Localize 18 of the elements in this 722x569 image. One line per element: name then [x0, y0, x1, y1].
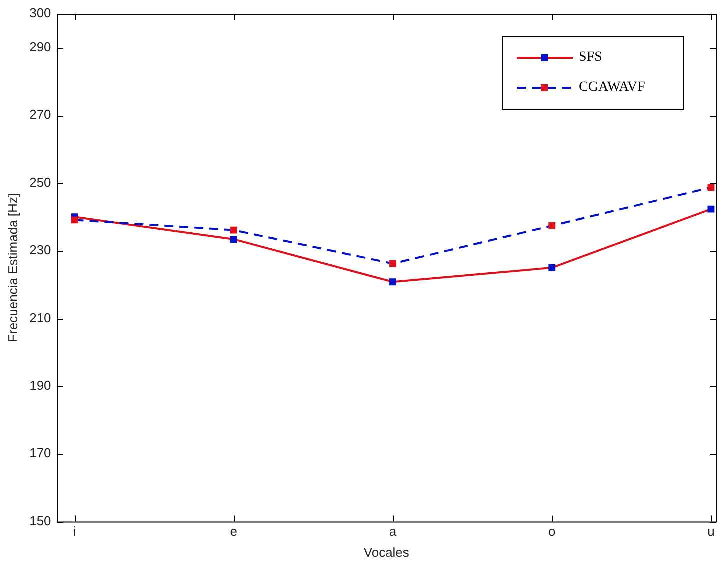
x-tick-label: i — [73, 524, 76, 540]
legend-label: CGAWAVF — [579, 80, 646, 96]
y-tick-label: 190 — [30, 378, 52, 393]
y-tick-label: 210 — [30, 310, 52, 326]
x-tick-label: o — [548, 524, 556, 540]
y-tick-label: 300 — [30, 6, 52, 21]
x-tick-label: e — [230, 524, 238, 540]
y-axis-title: Frecuencia Estimada [Hz] — [5, 193, 20, 342]
legend-label: SFS — [579, 50, 602, 66]
y-tick-label: 150 — [30, 513, 52, 528]
y-tick-label: 250 — [30, 174, 52, 190]
y-tick-label: 270 — [30, 107, 52, 122]
y-tick-label: 230 — [30, 242, 52, 258]
x-axis-title: Vocales — [364, 544, 410, 560]
x-tick-label: u — [708, 524, 715, 540]
x-tick-label: a — [389, 524, 398, 540]
y-tick-label: 170 — [30, 446, 52, 461]
y-tick-label: 290 — [30, 39, 52, 54]
